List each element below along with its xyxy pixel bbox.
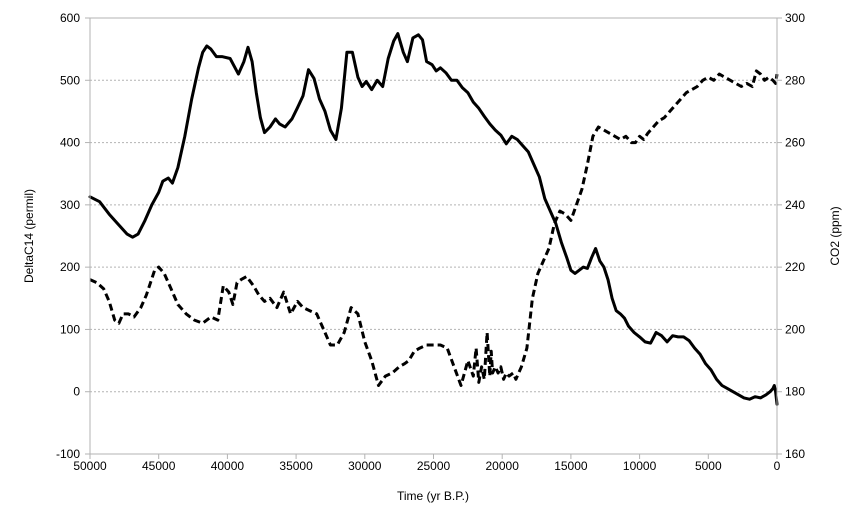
x-tick-label-10: 0 bbox=[774, 459, 781, 473]
gridlines bbox=[90, 79, 777, 393]
left-tick-label-7: 600 bbox=[60, 11, 80, 25]
x-tick-label-8: 10000 bbox=[623, 459, 657, 473]
left-tick-label-3: 200 bbox=[60, 260, 80, 274]
x-tick-label-4: 30000 bbox=[348, 459, 382, 473]
axes bbox=[85, 17, 782, 459]
right-tick-label-6: 280 bbox=[785, 73, 805, 87]
left-tick-label-6: 500 bbox=[60, 73, 80, 87]
x-tick-label-6: 20000 bbox=[486, 459, 520, 473]
x-tick-label-3: 35000 bbox=[279, 459, 313, 473]
x-tick-label-0: 50000 bbox=[73, 459, 107, 473]
x-tick-label-7: 15000 bbox=[554, 459, 588, 473]
right-tick-label-0: 160 bbox=[785, 447, 805, 461]
left-tick-label-4: 300 bbox=[60, 198, 80, 212]
right-tick-label-5: 260 bbox=[785, 136, 805, 150]
x-tick-label-9: 5000 bbox=[695, 459, 722, 473]
series-group bbox=[88, 32, 779, 406]
right-tick-label-3: 220 bbox=[785, 260, 805, 274]
left-axis-title: DeltaC14 (permil) bbox=[22, 189, 36, 283]
left-tick-label-1: 0 bbox=[73, 385, 80, 399]
right-axis-title: CO2 (ppm) bbox=[828, 206, 842, 265]
x-tick-label-1: 45000 bbox=[142, 459, 176, 473]
left-tick-label-0: -100 bbox=[56, 447, 80, 461]
right-tick-label-4: 240 bbox=[785, 198, 805, 212]
right-tick-label-1: 180 bbox=[785, 385, 805, 399]
x-axis-title: Time (yr B.P.) bbox=[397, 489, 469, 503]
x-tick-label-5: 25000 bbox=[417, 459, 451, 473]
left-tick-label-5: 400 bbox=[60, 136, 80, 150]
series-line-deltac14 bbox=[88, 32, 779, 406]
right-tick-label-2: 200 bbox=[785, 322, 805, 336]
tick-labels: -100 0 100 200 300 400 500 600 160 180 200 220 240 26… bbox=[56, 11, 805, 473]
x-tick-label-2: 40000 bbox=[211, 459, 245, 473]
plot-frame bbox=[89, 17, 778, 455]
series-line-co2 bbox=[89, 69, 779, 387]
right-tick-label-7: 300 bbox=[785, 11, 805, 25]
left-tick-label-2: 100 bbox=[60, 322, 80, 336]
